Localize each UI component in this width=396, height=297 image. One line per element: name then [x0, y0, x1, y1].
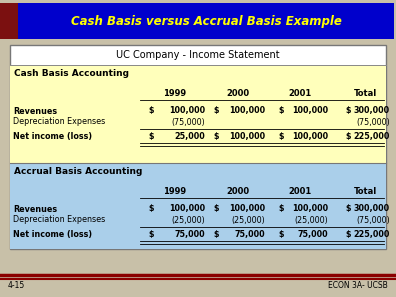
FancyBboxPatch shape: [10, 45, 386, 249]
Text: $: $: [148, 205, 154, 214]
Text: (75,000): (75,000): [171, 118, 205, 127]
Text: Cash Basis versus Accrual Basis Example: Cash Basis versus Accrual Basis Example: [70, 15, 341, 28]
FancyBboxPatch shape: [10, 65, 386, 163]
Text: 100,000: 100,000: [229, 132, 265, 140]
Text: $: $: [345, 132, 350, 140]
Text: 300,000: 300,000: [354, 205, 390, 214]
Text: Total: Total: [353, 187, 377, 195]
Text: $: $: [278, 107, 284, 116]
Text: $: $: [148, 107, 154, 116]
Text: 25,000: 25,000: [174, 132, 205, 140]
Text: 2001: 2001: [288, 187, 312, 195]
Text: (75,000): (75,000): [356, 216, 390, 225]
Text: 4-15: 4-15: [8, 280, 25, 290]
Text: 225,000: 225,000: [354, 132, 390, 140]
Text: Depreciation Expenses: Depreciation Expenses: [13, 118, 105, 127]
Text: $: $: [278, 132, 284, 140]
Text: $: $: [213, 230, 219, 238]
FancyBboxPatch shape: [18, 3, 394, 39]
Text: (25,000): (25,000): [231, 216, 265, 225]
Text: 100,000: 100,000: [169, 205, 205, 214]
Text: $: $: [213, 107, 219, 116]
Text: Revenues: Revenues: [13, 205, 57, 214]
Text: 100,000: 100,000: [229, 205, 265, 214]
Text: (25,000): (25,000): [294, 216, 328, 225]
Text: Total: Total: [353, 89, 377, 97]
Text: ECON 3A- UCSB: ECON 3A- UCSB: [328, 280, 388, 290]
Text: 100,000: 100,000: [292, 205, 328, 214]
Text: 300,000: 300,000: [354, 107, 390, 116]
Text: $: $: [148, 132, 154, 140]
Text: $: $: [213, 132, 219, 140]
Text: Cash Basis Accounting: Cash Basis Accounting: [14, 69, 129, 78]
Text: 225,000: 225,000: [354, 230, 390, 238]
Text: 2000: 2000: [227, 187, 249, 195]
Text: $: $: [213, 205, 219, 214]
Text: 2001: 2001: [288, 89, 312, 97]
Text: $: $: [345, 230, 350, 238]
Text: $: $: [345, 205, 350, 214]
Text: 75,000: 75,000: [234, 230, 265, 238]
Text: 100,000: 100,000: [292, 132, 328, 140]
Text: Revenues: Revenues: [13, 107, 57, 116]
Text: 100,000: 100,000: [292, 107, 328, 116]
Text: $: $: [345, 107, 350, 116]
Text: 75,000: 75,000: [174, 230, 205, 238]
Text: 2000: 2000: [227, 89, 249, 97]
FancyBboxPatch shape: [10, 163, 386, 249]
Text: 100,000: 100,000: [229, 107, 265, 116]
Text: 1999: 1999: [164, 89, 187, 97]
Text: Depreciation Expenses: Depreciation Expenses: [13, 216, 105, 225]
Text: $: $: [148, 230, 154, 238]
Text: Net income (loss): Net income (loss): [13, 132, 92, 140]
Text: Accrual Basis Accounting: Accrual Basis Accounting: [14, 168, 143, 176]
Text: (25,000): (25,000): [171, 216, 205, 225]
Text: (75,000): (75,000): [356, 118, 390, 127]
Text: Net income (loss): Net income (loss): [13, 230, 92, 238]
Text: 75,000: 75,000: [297, 230, 328, 238]
Text: 1999: 1999: [164, 187, 187, 195]
Text: 100,000: 100,000: [169, 107, 205, 116]
FancyBboxPatch shape: [0, 3, 18, 39]
Text: $: $: [278, 205, 284, 214]
Text: $: $: [278, 230, 284, 238]
Text: UC Company - Income Statement: UC Company - Income Statement: [116, 50, 280, 60]
